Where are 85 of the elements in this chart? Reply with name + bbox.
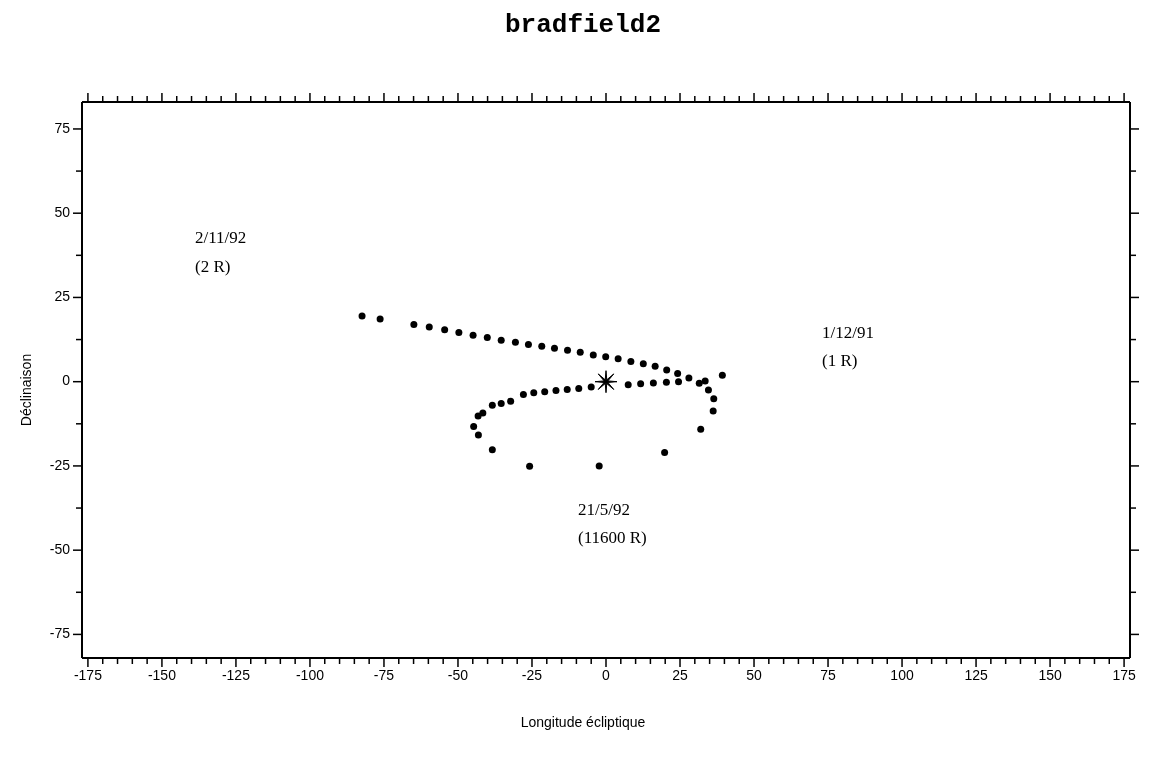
point: [602, 353, 610, 361]
point: [674, 370, 682, 378]
y-tick-label: 0: [62, 372, 71, 389]
y-tick-label: -25: [49, 456, 71, 473]
point: [410, 320, 418, 328]
point: [474, 412, 482, 420]
point: [552, 386, 560, 394]
point: [639, 360, 647, 368]
y-tick-label: 25: [54, 288, 71, 305]
point: [550, 344, 558, 352]
x-tick-label: -50: [447, 667, 469, 683]
y-tick-label: -50: [49, 540, 71, 557]
point: [697, 425, 705, 433]
annotation: 2/11/92: [195, 228, 247, 248]
point: [526, 462, 534, 470]
point: [649, 379, 657, 387]
point: [538, 342, 546, 350]
x-tick-label: -175: [73, 667, 103, 683]
x-tick-label: 100: [890, 667, 914, 683]
x-tick-label: 125: [964, 667, 988, 683]
x-tick-label: -25: [521, 667, 543, 683]
point: [587, 383, 595, 391]
point: [685, 374, 693, 382]
point: [497, 336, 505, 344]
point: [718, 371, 726, 379]
point: [488, 446, 496, 454]
point: [541, 388, 549, 396]
point: [594, 370, 618, 394]
point: [661, 448, 669, 456]
x-tick-label: 175: [1112, 667, 1136, 683]
y-axis-title: Déclinaison: [18, 353, 34, 427]
point: [358, 312, 366, 320]
point: [651, 362, 659, 370]
x-tick-label: 25: [672, 667, 689, 683]
point: [595, 462, 603, 470]
point: [701, 377, 709, 385]
point: [470, 423, 478, 430]
point: [624, 381, 632, 389]
point: [576, 348, 584, 356]
annotation: (2 R): [195, 257, 231, 277]
point: [663, 366, 671, 374]
point: [488, 401, 496, 409]
x-tick-label: 0: [602, 667, 611, 683]
chart-title: bradfield2: [504, 10, 662, 40]
point: [455, 328, 463, 336]
point: [563, 385, 571, 393]
annotation: (1 R): [822, 351, 858, 371]
point: [483, 334, 491, 342]
x-tick-label: -125: [221, 667, 251, 683]
point: [376, 315, 384, 323]
x-tick-label: 50: [746, 667, 763, 683]
point: [695, 379, 703, 387]
point: [675, 378, 683, 386]
point: [469, 331, 477, 339]
point: [627, 357, 635, 365]
point: [564, 346, 572, 354]
annotation: (11600 R): [578, 528, 647, 548]
point: [575, 384, 583, 392]
annotation: 1/12/91: [822, 323, 874, 343]
y-tick-label: 75: [54, 119, 71, 136]
point: [524, 341, 532, 349]
x-tick-label: -75: [373, 667, 395, 683]
x-tick-label: -150: [147, 667, 177, 683]
point: [441, 326, 449, 334]
point: [709, 407, 717, 415]
point: [497, 400, 505, 408]
point: [474, 431, 482, 439]
annotation: 21/5/92: [578, 500, 630, 520]
point: [614, 355, 622, 363]
point: [511, 338, 519, 346]
point: [637, 380, 645, 388]
x-tick-label: 75: [820, 667, 837, 683]
point: [519, 390, 527, 398]
point: [704, 386, 712, 394]
point: [710, 395, 718, 403]
point: [662, 378, 670, 386]
x-axis-title: Longitude écliptique: [519, 714, 647, 730]
x-tick-label: -100: [295, 667, 325, 683]
y-tick-label: -75: [49, 625, 71, 642]
point: [507, 397, 515, 405]
point: [589, 351, 597, 359]
x-tick-label: 150: [1038, 667, 1062, 683]
point: [530, 389, 538, 397]
y-tick-label: 50: [54, 203, 71, 220]
point: [425, 323, 433, 331]
